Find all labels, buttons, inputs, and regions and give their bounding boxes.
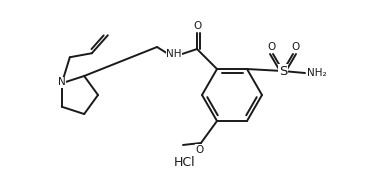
Text: NH: NH — [166, 49, 182, 59]
Text: N: N — [58, 77, 66, 87]
Text: S: S — [279, 64, 287, 78]
Text: O: O — [195, 146, 203, 156]
Text: HCl: HCl — [174, 156, 196, 168]
Text: O: O — [196, 145, 204, 155]
Text: O: O — [267, 42, 275, 52]
Text: NH₂: NH₂ — [307, 68, 327, 78]
Text: O: O — [194, 21, 202, 31]
Text: O: O — [291, 42, 299, 52]
